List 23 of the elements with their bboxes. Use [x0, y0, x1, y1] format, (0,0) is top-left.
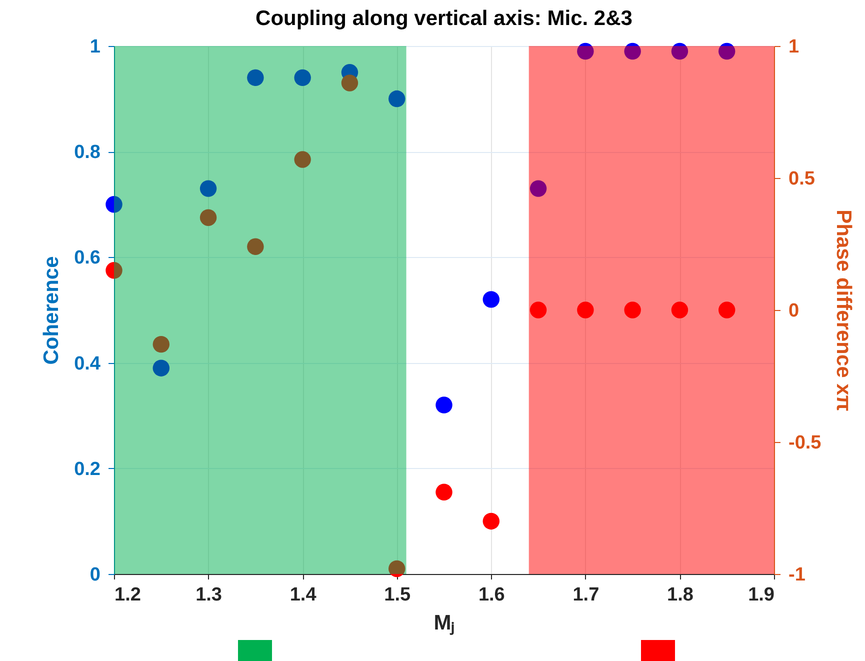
y-axis-title: Coherence: [40, 256, 64, 365]
x-tick-label: 1.9: [748, 584, 774, 606]
x-tick-label: 1.5: [384, 584, 411, 606]
x-tick-label: 1.8: [667, 584, 694, 606]
x-tick-label: 1.6: [478, 584, 505, 606]
x-tick-label: 1.2: [114, 584, 141, 606]
y2-axis-title: Phase difference xπ: [832, 210, 856, 412]
y2-tick-label: -1: [788, 564, 806, 586]
y-tick-label: 1: [90, 36, 101, 58]
x-tick-label: 1.3: [196, 584, 222, 606]
y2-tick-label: 1: [788, 36, 800, 58]
x-axis-title: Mⱼ: [434, 612, 456, 636]
y-tick-label: 0.8: [74, 142, 100, 164]
y-tick-label: 0.2: [74, 458, 100, 480]
y2-tick-label: 0.5: [788, 168, 816, 190]
chart-title: Coupling along vertical axis: Mic. 2&3: [256, 7, 632, 30]
x-tick-label: 1.7: [572, 584, 600, 606]
x-tick-label: 1.4: [290, 584, 317, 606]
y-tick-label: 0: [90, 564, 100, 586]
y-tick-label: 0.4: [74, 353, 101, 374]
y2-tick-label: 0: [788, 300, 800, 322]
y-tick-label: 0.6: [74, 248, 100, 269]
y2-tick-label: -0.5: [788, 432, 822, 454]
